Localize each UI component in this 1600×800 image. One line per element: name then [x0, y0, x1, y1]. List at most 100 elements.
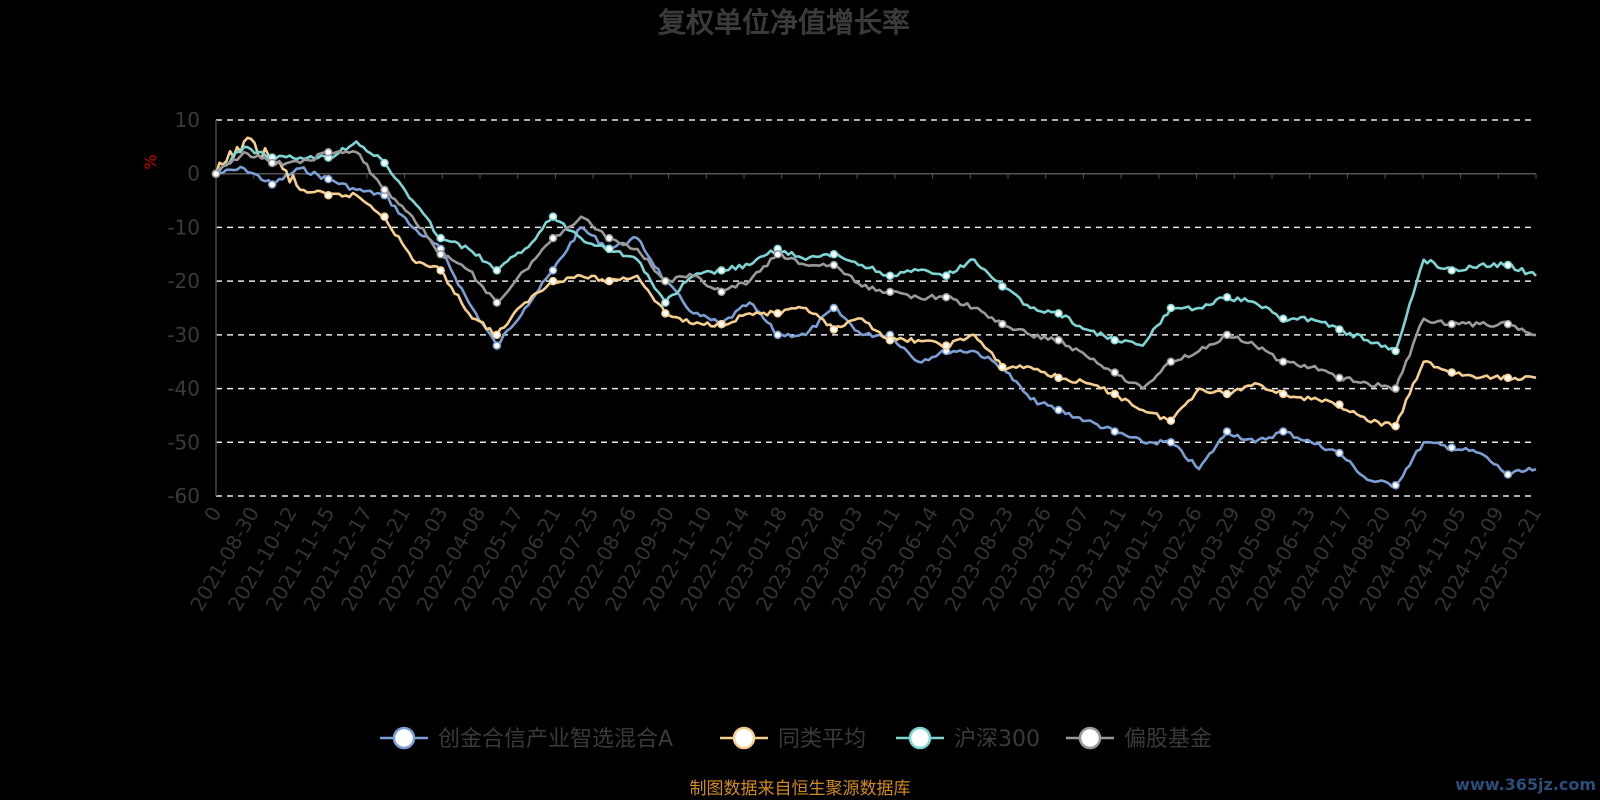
- data-point: [717, 319, 726, 329]
- series-line: [214, 136, 1537, 428]
- data-point: [604, 276, 614, 286]
- y-tick-label: 0: [187, 162, 200, 186]
- data-point: [324, 174, 333, 184]
- data-point: [492, 330, 502, 340]
- data-point: [324, 147, 333, 157]
- legend-label: 沪深300: [954, 727, 1040, 752]
- data-point: [885, 335, 895, 345]
- data-source-note: 制图数据来自恒生聚源数据库: [690, 779, 911, 799]
- data-point: [1335, 325, 1344, 334]
- data-point: [885, 271, 895, 281]
- data-point: [1222, 427, 1232, 436]
- legend-marker: [732, 726, 756, 750]
- x-tick-label: 0: [199, 503, 226, 526]
- data-point: [1054, 335, 1063, 345]
- data-point: [1110, 427, 1119, 436]
- data-point: [941, 271, 951, 281]
- data-point: [1391, 421, 1400, 431]
- data-point: [1054, 405, 1063, 415]
- series-line: [215, 140, 1537, 353]
- data-point: [773, 250, 782, 259]
- data-point: [548, 266, 558, 275]
- data-point: [211, 169, 221, 178]
- data-point: [829, 250, 839, 259]
- y-tick-label: -50: [167, 430, 200, 454]
- series-line: [215, 165, 1537, 488]
- data-point: [661, 276, 670, 286]
- y-tick-label: -40: [167, 377, 200, 401]
- data-point: [1391, 384, 1400, 393]
- data-point: [1166, 416, 1176, 426]
- legend[interactable]: 创金合信产业智选混合A 同类平均 沪深300 偏股基金: [380, 726, 1212, 752]
- legend-marker: [392, 726, 416, 750]
- legend-item[interactable]: 沪深300: [896, 726, 1040, 752]
- y-tick-label: -20: [167, 269, 200, 293]
- data-point: [548, 233, 558, 243]
- data-point: [1278, 357, 1288, 366]
- y-tick-label: -60: [167, 484, 200, 508]
- data-point: [492, 266, 502, 275]
- x-tick-labels: 02021-08-302021-10-122021-11-152021-12-1…: [185, 503, 1546, 616]
- legend-label: 偏股基金: [1124, 727, 1212, 752]
- data-point: [1054, 309, 1063, 318]
- grid: [216, 119, 1536, 497]
- data-point: [1110, 335, 1119, 345]
- data-point: [829, 325, 839, 334]
- legend-marker: [1078, 726, 1102, 750]
- data-point: [1503, 319, 1513, 329]
- data-point: [1222, 293, 1232, 302]
- data-point: [1503, 260, 1513, 270]
- legend-item[interactable]: 偏股基金: [1066, 726, 1212, 752]
- series-lines: [211, 136, 1537, 490]
- data-point: [717, 287, 726, 297]
- series-line: [214, 149, 1536, 391]
- data-point: [1278, 389, 1288, 399]
- data-point: [1166, 303, 1176, 313]
- chart-title: 复权单位净值增长率: [658, 6, 910, 39]
- data-point: [1278, 427, 1288, 436]
- data-point: [492, 341, 502, 350]
- data-point: [661, 298, 670, 307]
- data-point: [941, 341, 951, 350]
- data-point: [1447, 319, 1456, 329]
- data-point: [604, 244, 614, 254]
- data-point: [548, 276, 558, 286]
- data-point: [492, 298, 502, 307]
- data-point: [1110, 368, 1119, 377]
- y-tick-label: 10: [175, 108, 200, 132]
- data-point: [717, 266, 726, 275]
- data-point: [885, 287, 895, 297]
- data-point: [773, 330, 782, 340]
- data-point: [436, 250, 445, 259]
- data-point: [380, 185, 389, 195]
- data-point: [548, 212, 558, 221]
- data-point: [1222, 389, 1232, 399]
- data-point: [1335, 373, 1344, 383]
- data-point: [829, 303, 839, 313]
- legend-label: 创金合信产业智选混合A: [438, 727, 673, 752]
- y-axis-unit: %: [141, 154, 160, 169]
- axes: [215, 120, 1537, 496]
- data-point: [1391, 346, 1400, 356]
- data-point: [1447, 368, 1456, 377]
- data-point: [1166, 438, 1176, 447]
- data-point: [998, 282, 1007, 291]
- data-point: [1503, 470, 1513, 479]
- data-point: [1278, 314, 1288, 323]
- legend-item[interactable]: 同类平均: [720, 726, 866, 752]
- data-point: [829, 260, 839, 270]
- data-point: [324, 190, 333, 200]
- data-point: [267, 180, 277, 189]
- legend-label: 同类平均: [778, 727, 866, 752]
- data-point: [1503, 373, 1513, 383]
- data-point: [380, 212, 389, 221]
- data-point: [1447, 443, 1456, 452]
- data-point: [773, 309, 782, 318]
- legend-item[interactable]: 创金合信产业智选混合A: [380, 726, 673, 752]
- data-point: [998, 362, 1007, 372]
- data-point: [661, 309, 670, 318]
- data-point: [1447, 266, 1456, 275]
- y-tick-label: -10: [167, 215, 200, 239]
- data-point: [1391, 481, 1400, 490]
